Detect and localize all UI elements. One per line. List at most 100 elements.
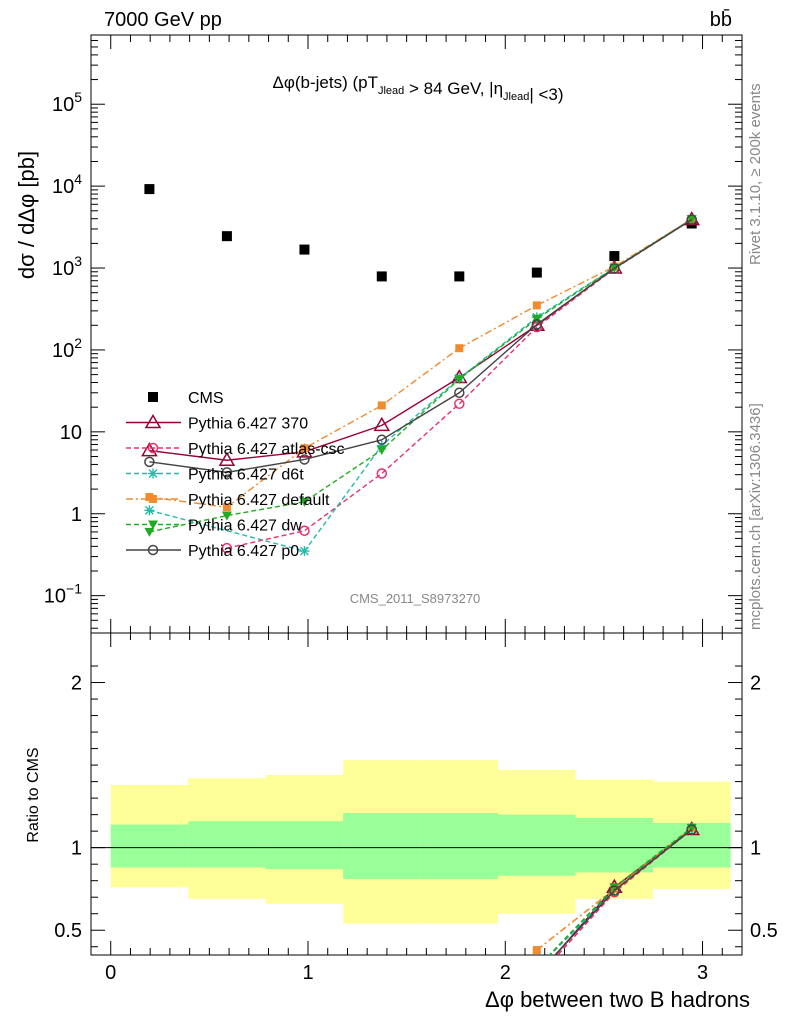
legend-label: Pythia 6.427 default [188,492,330,509]
title-text: | <3) [529,85,563,104]
legend-label: Pythia 6.427 d6t [188,467,304,484]
chart-title: Δφ(b-jets) (pTJlead > 84 GeV, |ηJlead| <… [272,73,563,104]
mc-band-inner [188,821,266,868]
legend-entry: Pythia 6.427 d6t [126,467,304,484]
data-point [373,416,391,432]
asterisk-stroke [148,469,158,478]
data-point [221,511,232,521]
y-axis-label: dσ / dΔφ [pb] [14,151,39,279]
ratio-line [536,827,693,951]
legend-entry: Pythia 6.427 370 [126,414,308,433]
x-tick-label: 1 [302,962,313,984]
data-point [141,442,158,457]
data-point [222,503,231,512]
y-tick-label: 102 [52,335,82,362]
legend-entry: Pythia 6.427 p0 [126,543,299,560]
legend-label: CMS [188,390,224,407]
data-point [299,525,310,537]
ratio-point [532,946,541,955]
data-point [531,319,543,330]
data-point [144,184,155,195]
process-label: bb̄ [710,8,732,31]
ratio-series [532,821,701,955]
legend: CMS Pythia 6.427 370 Pythia 6.427 atlas-cs… [126,390,345,560]
mcplots-label: mcplots.cern.ch [arXiv:1306.3436] [747,403,764,630]
data-point [531,267,542,278]
x-tick-label: 0 [105,962,116,984]
legend-marker [149,495,157,503]
data-point [686,214,697,225]
data-point [454,375,465,385]
ratio-point [609,885,620,896]
y-tick-exponent: 3 [74,253,82,269]
mc-band-inner [343,812,421,880]
title-text: Δφ(b-jets) (pT [272,73,378,92]
legend-marker [148,468,158,479]
data-point [454,271,465,282]
data-point [221,467,233,478]
data-point [144,527,155,537]
title-subscript: Jlead [503,91,529,103]
data-point [609,263,620,274]
legend-entry: Pythia 6.427 dw [126,518,302,535]
data-point [221,231,232,242]
y-tick-label: 10 [60,422,82,444]
data-point [144,505,155,516]
data-point [144,456,155,468]
legend-marker [148,520,158,530]
data-point [377,401,386,410]
ratio-y-tick-label-right: 1 [750,838,761,860]
ratio-panel: 0 1 2 3 0.5 0.5 1 1 2 2 Ratio to CMS Δφ between two… [25,632,778,1012]
ratio-y-tick-label-right: 2 [750,673,761,695]
data-point [376,468,388,479]
legend-entry: CMS [148,390,224,407]
y-tick-label: 1 [71,504,82,526]
ratio-y-tick-label: 0.5 [54,920,82,942]
y-tick-exponent: 4 [74,171,82,187]
legend-marker [147,442,159,454]
y-tick-label: 105 [52,89,82,116]
series-line [149,218,693,533]
x-axis-label: Δφ between two B hadrons [485,987,750,1012]
energy-label: 7000 GeV pp [104,9,222,31]
mc-band-inner [575,817,654,873]
data-point [218,451,236,466]
title-subscript: Jlead [378,85,404,97]
asterisk-stroke [299,546,309,556]
series-line [149,219,693,474]
data-point [299,497,310,507]
y-tick-exponent: −1 [66,581,82,597]
mc-band-inner [420,812,498,880]
data-point [299,454,310,465]
legend-marker [147,544,159,556]
data-point [609,251,620,262]
data-point [454,398,465,410]
ratio-point [686,824,697,835]
legend-entry: Pythia 6.427 default [126,492,330,509]
legend-marker [144,414,162,429]
series-line [149,218,693,508]
legend-label: Pythia 6.427 370 [188,416,308,433]
analysis-id-label: CMS_2011_S8973270 [350,591,481,606]
data-point [221,542,233,554]
legend-label: Pythia 6.427 dw [188,518,302,535]
y-tick-label: 10−1 [44,581,82,608]
y-tick-label: 104 [52,171,82,198]
ratio-frame [90,632,743,956]
rivet-label: Rivet 3.1.10, ≥ 200k events [747,83,764,265]
ratio-y-tick-label: 1 [71,838,82,860]
main-panel: 10−1 1 10 102 103 104 105 dσ / dΔφ [pb] Δφ(b-jet… [14,34,743,634]
data-point [376,271,387,282]
data-point [455,344,464,353]
data-point [299,546,310,557]
legend-entry: Pythia 6.427 atlas-csc [126,441,345,458]
data-point [532,301,541,310]
data-point [454,387,465,399]
asterisk-stroke [144,505,154,515]
data-point [300,444,309,453]
data-point [376,446,387,456]
mc-band-inner [110,824,189,868]
series-6 [144,214,697,478]
y-tick-exponent: 5 [74,89,82,105]
